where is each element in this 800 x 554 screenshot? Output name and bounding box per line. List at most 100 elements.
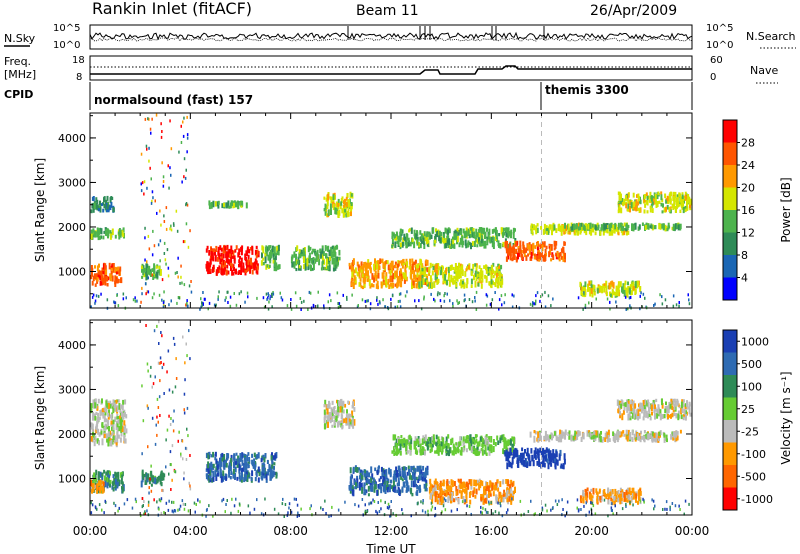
power-region-15-cell <box>651 201 654 206</box>
velocity-region-4-cell <box>263 464 266 471</box>
power-region-15-cell <box>676 196 679 202</box>
power-ground-cell <box>246 291 249 295</box>
power-region-13-cell <box>559 225 562 230</box>
power-region-4-cell <box>219 259 222 265</box>
power-region-14-cell <box>671 226 674 231</box>
velocity-region-2-cell <box>116 405 119 411</box>
velocity-region-2-cell <box>103 433 106 439</box>
power-region-14-cell <box>580 222 583 227</box>
power-region-9-cell <box>377 260 380 267</box>
velocity-region-5-cell <box>335 410 338 415</box>
freq-tick-top: 18 <box>72 55 85 66</box>
velocity-region-7-cell <box>403 440 406 448</box>
power-ground-cell <box>552 297 554 301</box>
power-ground-cell <box>281 298 284 302</box>
velocity-region-1-cell <box>96 483 99 490</box>
power-ground-cell <box>346 297 348 301</box>
velocity-region-9-cell <box>505 454 508 462</box>
power-scatter-cell <box>163 303 165 307</box>
power-region-9-cell <box>374 270 377 278</box>
power-region-12-cell <box>509 253 512 261</box>
power-region-12-cell <box>505 245 508 251</box>
power-region-16-cell <box>599 285 602 290</box>
velocity-region-8-cell <box>507 500 510 505</box>
power-ground-cell <box>147 290 150 294</box>
nsearch-trace <box>89 37 692 42</box>
power-region-14-cell <box>641 222 644 226</box>
power-region-13-cell <box>555 228 558 233</box>
power-region-15-cell <box>643 194 646 199</box>
velocity-region-9-cell <box>547 449 550 456</box>
velocity-region-3-cell <box>140 480 143 488</box>
velocity-region-8-cell <box>499 492 502 498</box>
power-scatter-cell <box>183 116 185 120</box>
power-region-0-cell <box>116 278 119 283</box>
power-region-15-cell <box>678 192 681 197</box>
velocity-region-9-cell <box>543 462 546 468</box>
power-region-3-cell <box>141 269 143 273</box>
velocity-region-10-cell <box>626 435 629 442</box>
velocity-region-6-cell <box>367 493 370 497</box>
power-region-12-cell <box>530 244 533 249</box>
power-region-10-cell <box>464 231 467 236</box>
power-region-12-cell <box>532 251 534 256</box>
velocity-region-9-cell <box>513 449 515 456</box>
velocity-region-2-cell <box>111 431 114 436</box>
power-ground-cell <box>328 293 331 297</box>
velocity-region-10-cell <box>631 438 634 442</box>
power-region-9-cell <box>400 281 403 288</box>
velocity-region-7-cell <box>400 435 403 439</box>
power-region-8-cell <box>336 256 339 262</box>
power-region-9-cell <box>360 285 363 289</box>
power-scatter-cell <box>143 192 145 196</box>
power-region-11-cell <box>452 266 455 270</box>
velocity-region-11-cell <box>688 407 691 415</box>
power-region-3-cell <box>141 275 144 279</box>
velocity-heatmap <box>90 320 692 518</box>
velocity-region-10-cell <box>623 433 626 437</box>
power-region-9-cell <box>368 279 371 286</box>
velocity-region-7-cell <box>414 447 417 454</box>
velocity-region-1-cell <box>92 483 95 490</box>
power-scatter-cell <box>182 120 184 124</box>
velocity-region-4-cell <box>269 476 272 481</box>
velocity-region-9-cell <box>522 452 525 459</box>
power-region-14-cell <box>583 225 586 231</box>
power-scatter-cell <box>186 150 188 154</box>
power-region-4-cell <box>254 249 257 256</box>
power-ground-cell <box>170 299 172 303</box>
velocity-region-6-cell <box>359 475 361 480</box>
power-region-9-cell <box>425 259 428 265</box>
velocity-region-0-cell <box>97 474 100 481</box>
power-region-0-cell <box>99 280 102 286</box>
power-region-12-cell <box>512 249 515 255</box>
power-region-1-cell <box>114 234 117 239</box>
power-region-4-cell <box>235 268 237 275</box>
power-region-16-cell <box>617 284 620 292</box>
velocity-region-7-cell <box>492 446 495 453</box>
velocity-region-5-cell <box>337 410 340 417</box>
power-region-11-cell <box>485 268 488 274</box>
power-region-12-cell <box>552 254 555 260</box>
power-region-11-cell <box>498 271 501 275</box>
velocity-region-1-cell <box>99 479 102 485</box>
power-region-0-cell <box>109 274 112 282</box>
velocity-region-5-cell <box>347 400 350 404</box>
velocity-region-0-cell <box>92 478 95 484</box>
power-region-3-cell <box>144 272 147 277</box>
velocity-region-7-cell <box>447 443 450 449</box>
velocity-region-4-cell <box>229 466 232 471</box>
velocity-region-4-cell <box>260 457 263 463</box>
velocity-region-5-cell <box>349 419 352 425</box>
velocity-region-10-cell <box>652 434 655 442</box>
power-region-8-cell <box>310 258 313 264</box>
power-region-0-cell <box>103 274 106 281</box>
power-region-8-cell <box>295 260 298 266</box>
power-region-10-cell <box>468 234 471 239</box>
velocity-region-7-cell <box>419 443 422 450</box>
power-region-13-cell <box>557 224 560 232</box>
velocity-region-6-cell <box>397 472 400 478</box>
power-region-15-cell <box>660 194 663 201</box>
power-region-0-cell <box>94 265 96 269</box>
velocity-region-9-cell <box>536 448 539 455</box>
